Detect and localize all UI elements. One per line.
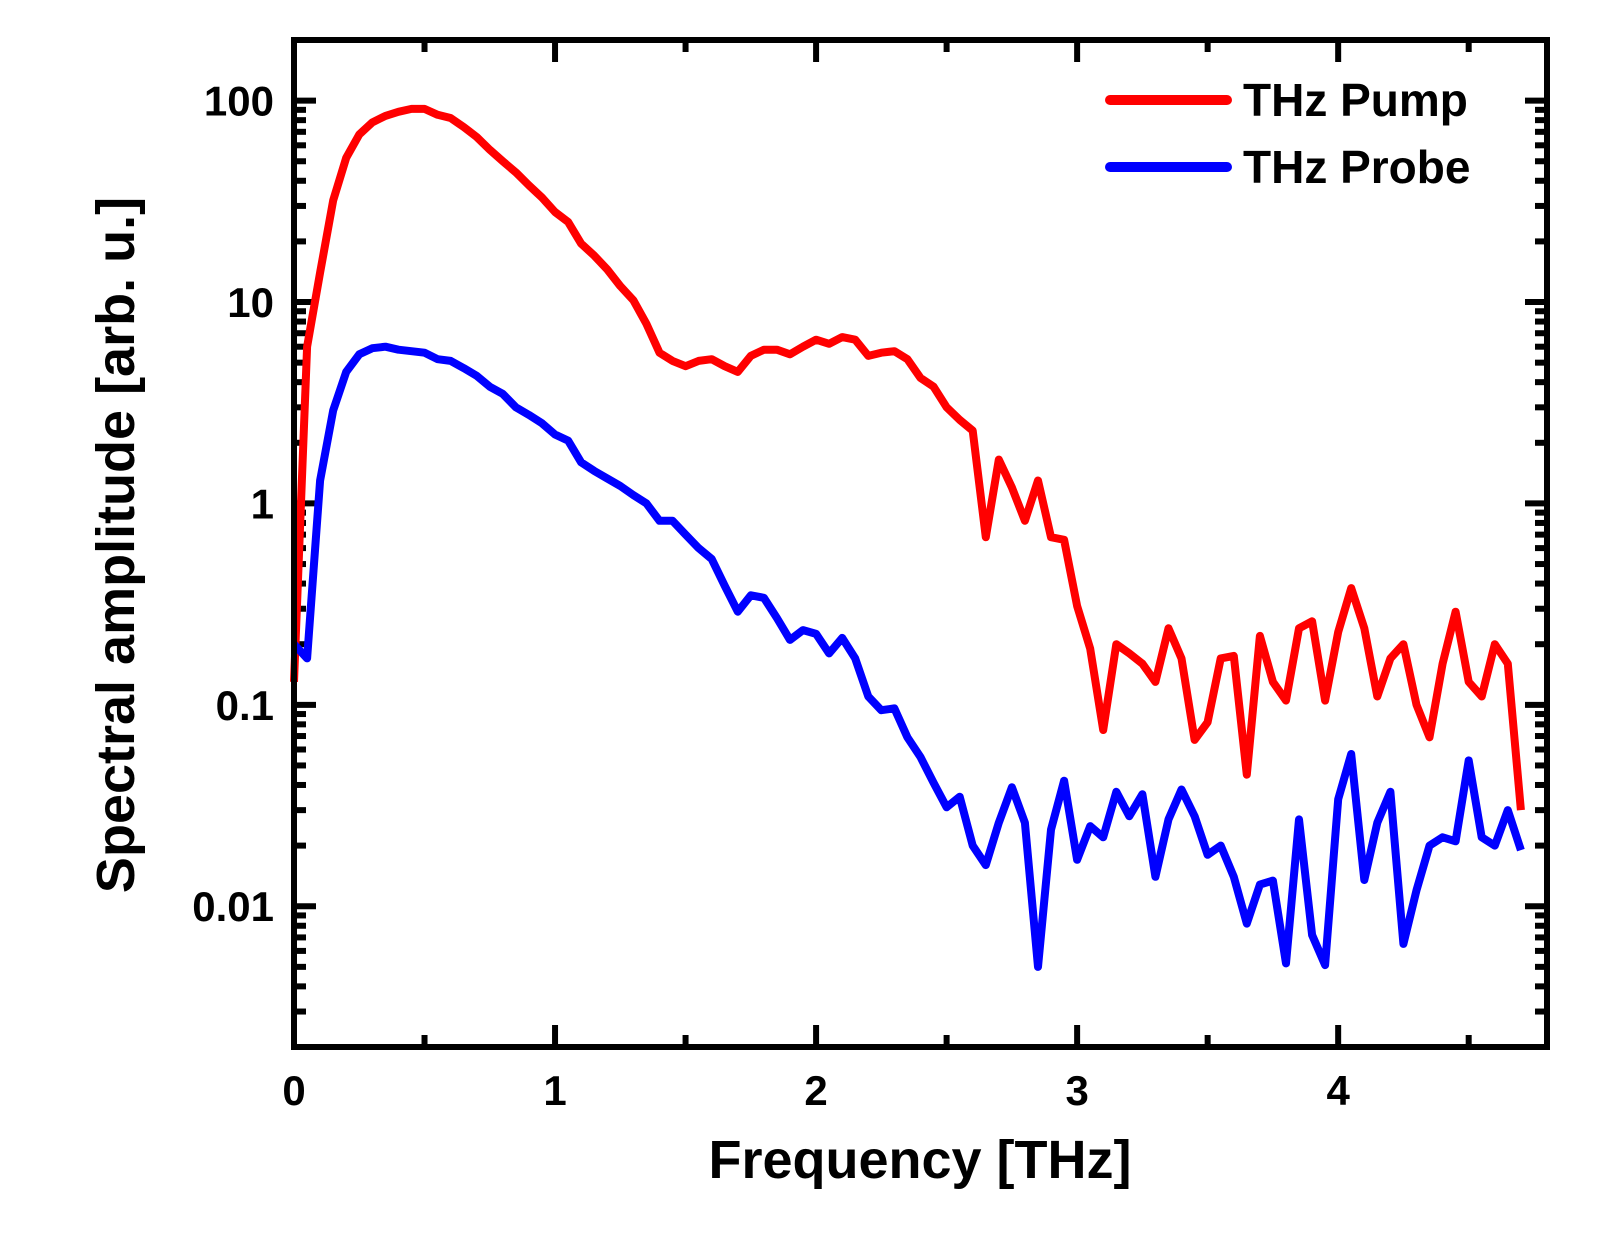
x-tick-label: 1 bbox=[543, 1067, 566, 1114]
series-line-thz-pump bbox=[290, 104, 1525, 811]
y-tick-label: 100 bbox=[204, 78, 274, 125]
y-tick-label: 10 bbox=[227, 279, 274, 326]
y-tick-labels: 100 10 1 0.1 0.01 bbox=[192, 78, 274, 931]
legend: THz Pump THz Probe bbox=[1105, 74, 1470, 193]
x-tick-label: 2 bbox=[804, 1067, 827, 1114]
y-tick-label: 0.01 bbox=[192, 883, 274, 930]
legend-label-pump: THz Pump bbox=[1243, 74, 1468, 126]
x-tick-label: 4 bbox=[1326, 1067, 1350, 1114]
x-tick-label: 0 bbox=[282, 1067, 305, 1114]
plot-frame bbox=[291, 37, 1550, 1050]
x-axis-title: Frequency [THz] bbox=[708, 1130, 1131, 1190]
x-tick-label: 3 bbox=[1065, 1067, 1088, 1114]
y-tick-label: 0.1 bbox=[216, 682, 274, 729]
x-tick-labels: 0 1 2 3 4 bbox=[282, 1067, 1350, 1114]
legend-label-probe: THz Probe bbox=[1243, 141, 1470, 193]
y-axis-title: Spectral amplitude [arb. u.] bbox=[86, 197, 146, 893]
plot-curves bbox=[290, 104, 1525, 971]
series-line-thz-probe bbox=[291, 342, 1525, 971]
y-tick-label: 1 bbox=[251, 480, 274, 527]
